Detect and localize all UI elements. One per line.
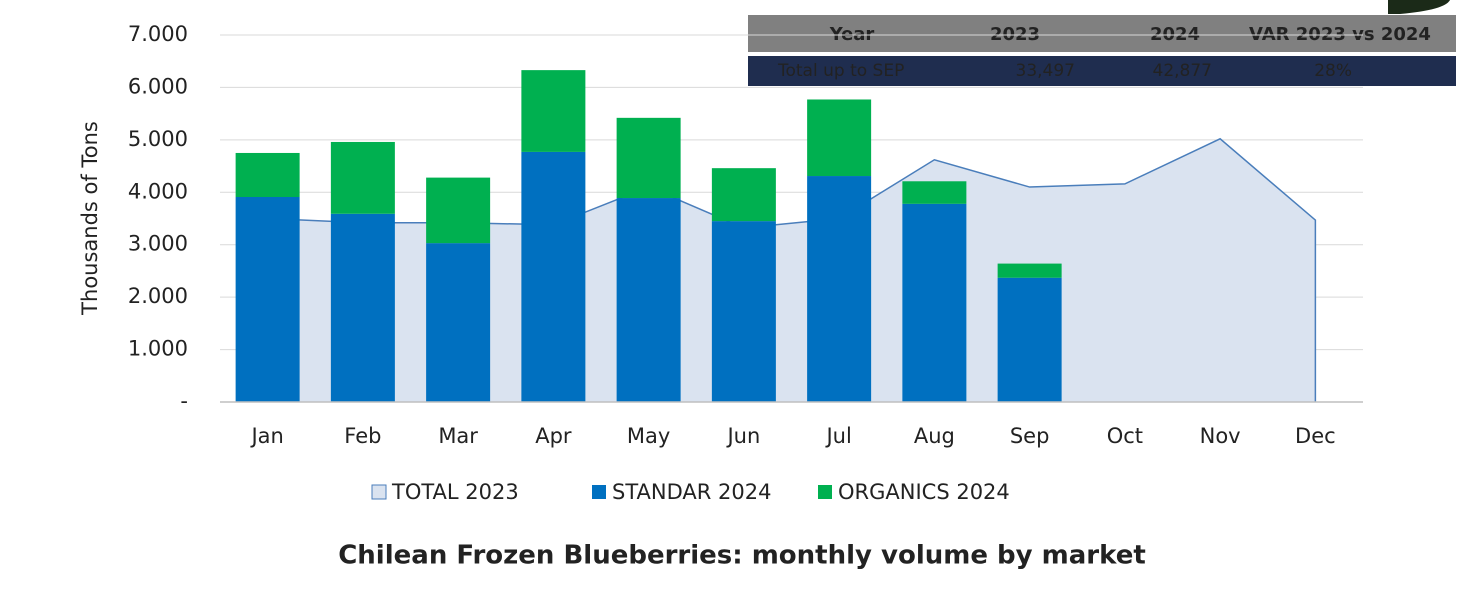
table-cell: 42,877 — [1153, 61, 1212, 81]
bar — [235, 197, 300, 402]
y-tick-label: 2.000 — [128, 284, 188, 308]
x-tick-label: Jun — [725, 424, 760, 448]
y-tick-label: - — [180, 389, 188, 413]
x-tick-label: Nov — [1200, 424, 1241, 448]
x-tick-label: Mar — [438, 424, 478, 448]
bar — [807, 99, 872, 177]
legend-label: ORGANICS 2024 — [838, 480, 1010, 504]
bar — [997, 263, 1062, 278]
bar — [426, 177, 491, 244]
x-tick-label: Aug — [914, 424, 955, 448]
bar — [330, 141, 395, 214]
bar — [997, 277, 1062, 402]
bar — [616, 117, 681, 199]
y-tick-label: 3.000 — [128, 232, 188, 256]
legend-label: STANDAR 2024 — [612, 480, 771, 504]
y-tick-label: 7.000 — [128, 22, 188, 46]
table-row-bg — [748, 56, 1456, 86]
y-tick-label: 5.000 — [128, 127, 188, 151]
table-header-bg — [748, 15, 1456, 52]
y-tick-label: 4.000 — [128, 179, 188, 203]
bar — [711, 168, 776, 222]
bar — [521, 151, 586, 402]
bar — [521, 70, 586, 152]
x-tick-label: Dec — [1295, 424, 1336, 448]
y-tick-label: 6.000 — [128, 74, 188, 98]
legend-swatch — [592, 485, 606, 499]
x-tick-label: May — [627, 424, 670, 448]
table-cell: 33,497 — [1016, 61, 1075, 81]
x-tick-label: Apr — [535, 424, 572, 448]
bar — [902, 181, 967, 204]
x-tick-label: Jul — [824, 424, 851, 448]
bar — [426, 243, 491, 402]
x-tick-label: Feb — [344, 424, 381, 448]
y-axis-title: Thousands of Tons — [78, 121, 102, 316]
logo — [1388, 0, 1450, 14]
y-tick-label: 1.000 — [128, 337, 188, 361]
legend-swatch — [818, 485, 832, 499]
legend-label: TOTAL 2023 — [391, 480, 519, 504]
bar — [807, 176, 872, 402]
bar — [235, 152, 300, 198]
bar — [711, 221, 776, 402]
table-cell: 28% — [1314, 61, 1352, 81]
chart-title: Chilean Frozen Blueberries: monthly volu… — [338, 541, 1146, 571]
table-cell: Total up to SEP — [777, 61, 904, 81]
bar — [902, 203, 967, 402]
bar — [330, 213, 395, 402]
x-tick-label: Jan — [249, 424, 283, 448]
bar — [616, 198, 681, 402]
legend-swatch — [371, 484, 387, 500]
x-tick-label: Sep — [1010, 424, 1050, 448]
x-tick-label: Oct — [1107, 424, 1143, 448]
area — [267, 138, 1316, 402]
